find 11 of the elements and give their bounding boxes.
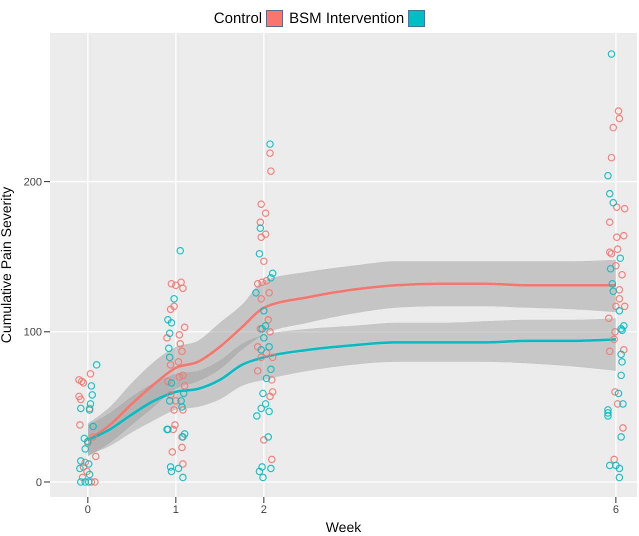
x-tick-label: 1: [172, 504, 179, 516]
x-tick-label: 0: [84, 504, 91, 516]
y-tick-label: 100: [24, 326, 42, 339]
x-axis-title: Week: [326, 519, 362, 535]
x-tick-label: 2: [260, 504, 267, 516]
legend-label: Control: [214, 10, 262, 27]
x-tick-label: 6: [612, 504, 619, 516]
y-tick-label: 200: [24, 176, 42, 189]
y-axis-title: Cumulative Pain Severity: [0, 186, 14, 344]
legend-label: BSM Intervention: [289, 10, 404, 27]
y-tick-label: 0: [36, 476, 42, 489]
